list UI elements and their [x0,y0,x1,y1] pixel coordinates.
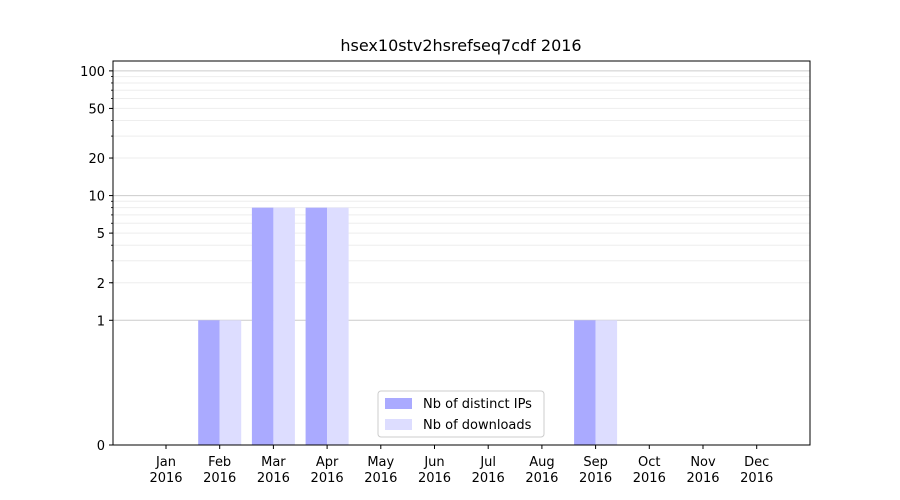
y-axis: 0 1 2 5 10 20 50 100 [80,65,113,454]
legend-box [377,390,545,438]
bar [273,207,295,445]
y-tick-label: 50 [88,102,105,117]
x-tick-label: Oct 2016 [633,455,666,486]
legend-label: Nb of distinct IPs [423,397,532,412]
y-tick-label: 1 [97,314,105,329]
chart-title: hsex10stv2hsrefseq7cdf 2016 [340,36,581,55]
x-tick-label: Jun 2016 [418,455,451,486]
bar [327,207,349,445]
bars [198,207,618,445]
x-tick-label: Dec 2016 [740,455,773,486]
grid [113,70,810,321]
legend-label: Nb of downloads [423,418,532,433]
x-tick-label: Feb 2016 [203,455,236,486]
bar [198,320,220,445]
x-tick-label: Aug 2016 [525,455,558,486]
x-axis: Jan 2016 Feb 2016 Mar 2016 Apr 2016 May 2016 Jun 20… [149,445,773,486]
x-tick-label: Jul 2016 [472,455,505,486]
bar [305,207,328,445]
y-tick-label: 10 [88,190,105,205]
y-tick-label: 100 [80,65,105,80]
x-tick-label: Sep 2016 [579,455,612,486]
plot-frame [112,60,811,446]
bar [574,320,596,445]
legend-swatch [385,419,412,430]
x-tick-label: Nov 2016 [686,455,719,486]
y-tick-label: 2 [97,277,105,292]
y-tick-label: 0 [97,439,105,454]
y-tick-label: 5 [97,227,105,242]
bar [219,320,242,445]
x-tick-label: Mar 2016 [257,455,290,486]
x-tick-label: Apr 2016 [311,455,344,486]
bar [251,207,274,445]
x-tick-label: Jan 2016 [149,455,182,486]
legend-swatch [385,398,412,409]
bar [595,320,618,445]
y-tick-label: 20 [88,152,105,167]
x-tick-label: May 2016 [364,455,397,486]
legend: Nb of distinct IPs Nb of downloads [377,390,545,438]
